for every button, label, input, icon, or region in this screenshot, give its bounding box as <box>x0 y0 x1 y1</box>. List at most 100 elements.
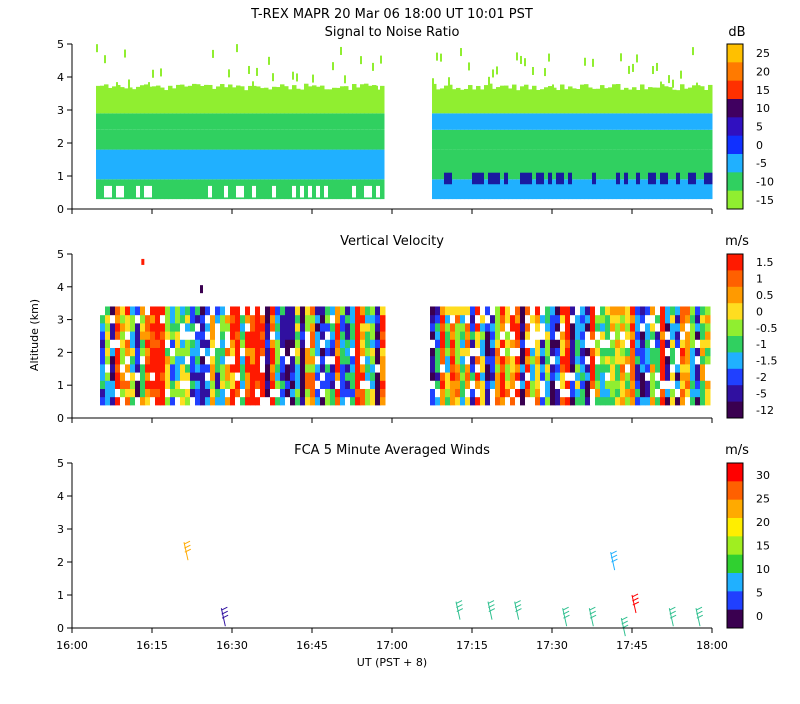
velocity-cell <box>310 388 316 398</box>
snr-cell <box>468 85 473 114</box>
snr-cell <box>528 149 533 180</box>
snr-cell <box>304 149 309 180</box>
velocity-cell <box>585 331 591 340</box>
velocity-cell <box>490 380 496 389</box>
colorbar-label: 15 <box>756 540 770 553</box>
velocity-cell <box>230 306 236 316</box>
snr-cell <box>504 85 509 114</box>
velocity-cell <box>500 388 506 398</box>
velocity-cell <box>440 355 446 365</box>
velocity-cell <box>105 314 111 324</box>
x-tick-label: 18:00 <box>696 639 728 652</box>
velocity-cell <box>315 314 321 324</box>
velocity-cell <box>465 347 471 357</box>
velocity-cell <box>435 372 441 381</box>
velocity-cell <box>150 355 156 365</box>
velocity-cell <box>350 380 356 389</box>
velocity-cell <box>600 380 606 389</box>
snr-cell <box>132 113 137 130</box>
velocity-cell <box>245 306 251 316</box>
velocity-cell <box>480 396 486 406</box>
snr-cell <box>560 113 565 130</box>
snr-cell <box>548 179 553 200</box>
velocity-cell <box>560 314 566 324</box>
colorbar-label: 0 <box>756 305 763 318</box>
velocity-cell <box>595 314 601 324</box>
velocity-cell <box>645 347 651 357</box>
velocity-cell <box>305 339 311 348</box>
velocity-cell <box>665 380 671 389</box>
velocity-cell <box>325 363 331 373</box>
snr-cell <box>548 149 553 180</box>
velocity-cell <box>570 314 576 324</box>
wind-barb-feather <box>611 558 618 563</box>
velocity-cell <box>680 339 686 348</box>
snr-cell <box>100 129 105 150</box>
velocity-cell <box>235 322 241 332</box>
velocity-cell <box>230 322 236 332</box>
velocity-cell <box>605 314 611 324</box>
velocity-cell <box>500 363 506 373</box>
velocity-cell <box>615 396 621 406</box>
velocity-cell <box>515 347 521 357</box>
snr-cell <box>464 113 469 130</box>
velocity-cell <box>510 322 516 332</box>
velocity-cell <box>250 363 256 373</box>
velocity-cell <box>635 372 641 381</box>
velocity-cell <box>685 388 691 398</box>
snr-cell <box>480 179 485 200</box>
snr-cell <box>216 129 221 150</box>
velocity-cell <box>225 322 231 332</box>
velocity-cell <box>465 355 471 365</box>
snr-cell <box>304 113 309 130</box>
snr-cell <box>344 149 349 180</box>
snr-cell <box>472 172 477 185</box>
velocity-cell <box>610 396 616 406</box>
velocity-cell <box>690 380 696 389</box>
y-tick-label: 4 <box>57 490 64 503</box>
colorbar-frame <box>726 462 744 629</box>
velocity-cell <box>135 331 141 340</box>
snr-cell <box>164 90 169 114</box>
snr-cell <box>616 129 621 150</box>
velocity-cell <box>465 363 471 373</box>
snr-cell <box>440 53 442 62</box>
velocity-cell <box>545 380 551 389</box>
velocity-cell <box>140 347 146 357</box>
velocity-cell <box>610 355 616 365</box>
velocity-cell <box>350 322 356 332</box>
snr-cell <box>272 129 277 150</box>
velocity-cell <box>315 355 321 365</box>
velocity-cell <box>575 396 581 406</box>
velocity-cell <box>675 363 681 373</box>
velocity-cell <box>255 372 261 381</box>
snr-cell <box>580 179 585 200</box>
snr-cell <box>548 172 553 185</box>
wind-barb <box>455 600 464 620</box>
velocity-cell <box>250 306 256 316</box>
snr-cell <box>620 113 625 130</box>
velocity-cell <box>445 388 451 398</box>
snr-cell <box>492 172 497 185</box>
velocity-cell <box>585 388 591 398</box>
snr-cell <box>608 129 613 150</box>
snr-cell <box>688 172 693 185</box>
velocity-cell <box>510 380 516 389</box>
velocity-cell <box>350 388 356 398</box>
velocity-cell <box>255 388 261 398</box>
y-axis-label: Altitude (km) <box>28 299 41 371</box>
wind-barb-feather <box>514 600 521 605</box>
velocity-cell <box>185 306 191 316</box>
snr-cell <box>680 70 682 79</box>
velocity-cell <box>275 306 281 316</box>
snr-cell <box>444 149 449 180</box>
velocity-cell <box>115 363 121 373</box>
snr-cell <box>116 185 121 198</box>
snr-cell <box>624 149 629 180</box>
velocity-cell <box>365 322 371 332</box>
snr-cell <box>348 89 353 114</box>
snr-cell <box>548 113 553 130</box>
velocity-cell <box>565 396 571 406</box>
snr-cell <box>528 89 533 114</box>
velocity-cell <box>485 396 491 406</box>
